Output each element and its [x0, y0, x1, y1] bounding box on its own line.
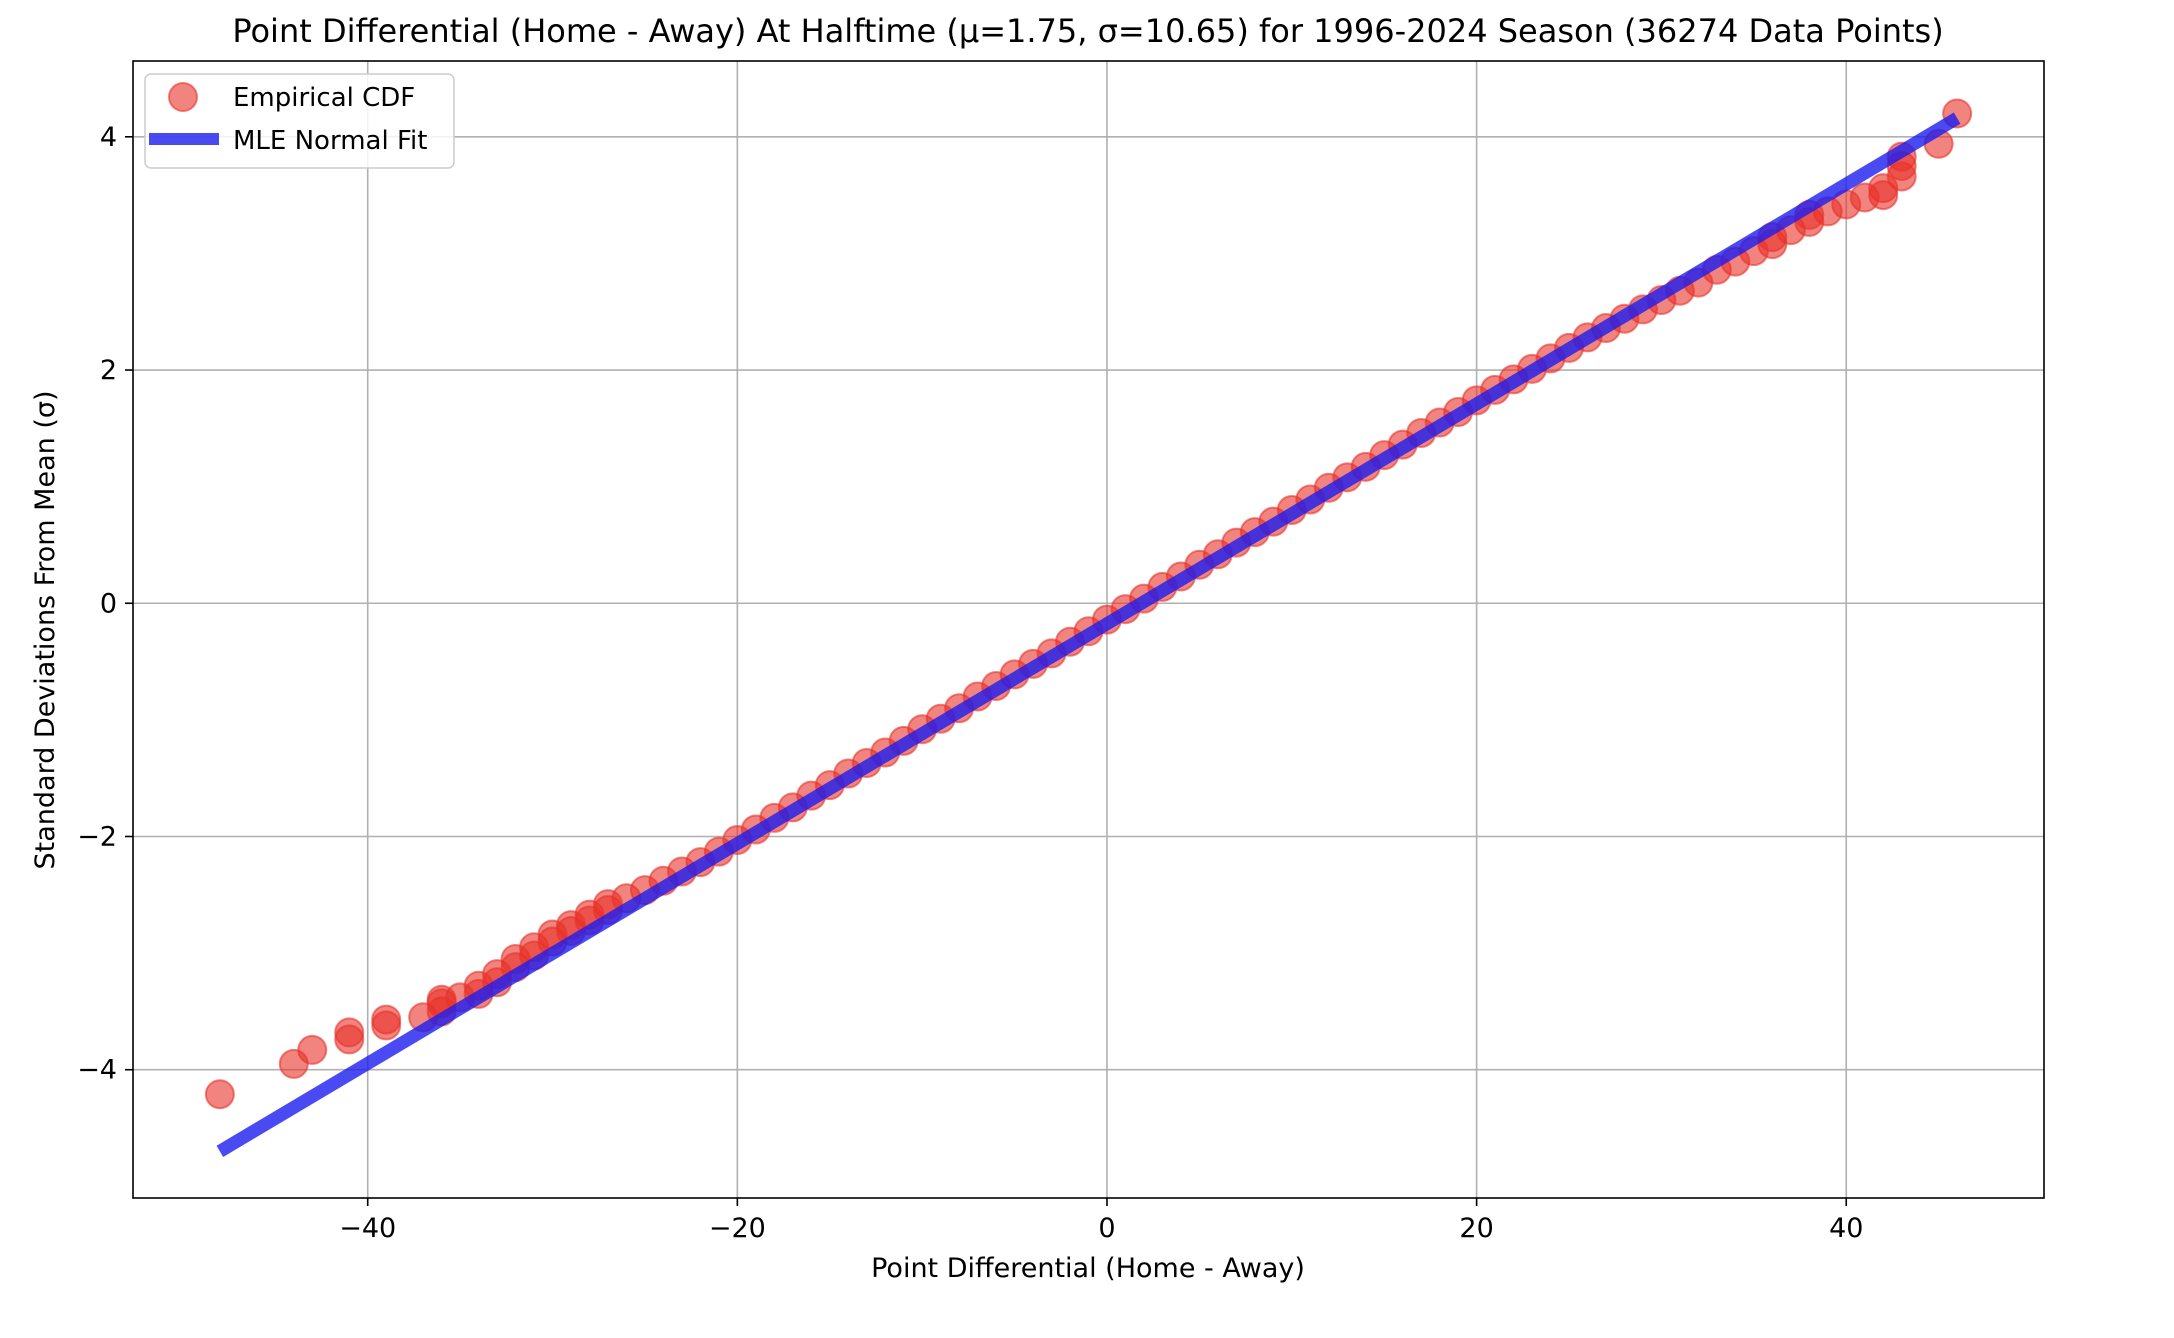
mle-normal-fit-line — [216, 112, 1961, 1157]
x-tick-label: −20 — [709, 1213, 766, 1244]
x-tick-label: 0 — [1098, 1213, 1115, 1244]
legend: Empirical CDF MLE Normal Fit — [144, 73, 455, 169]
x-axis-ticks: −40 −20 0 20 40 — [339, 1198, 1863, 1244]
fit-line-series — [216, 112, 1961, 1157]
legend-scatter-marker — [168, 82, 198, 112]
y-tick-label: −4 — [77, 1055, 117, 1086]
plot-frame — [132, 60, 2045, 1199]
legend-label-empirical-cdf: Empirical CDF — [233, 83, 415, 113]
y-tick-label: 0 — [100, 588, 117, 619]
chart-title: Point Differential (Home - Away) At Half… — [232, 12, 1943, 50]
y-tick-label: 2 — [100, 355, 117, 386]
y-axis-label: Standard Deviations From Mean (σ) — [30, 390, 61, 869]
scatter-point — [204, 1079, 235, 1110]
scatter-point — [371, 1004, 402, 1035]
legend-label-mle-normal-fit: MLE Normal Fit — [233, 126, 427, 156]
legend-box — [144, 73, 455, 169]
x-tick-label: −40 — [339, 1213, 396, 1244]
x-tick-label: 20 — [1459, 1213, 1493, 1244]
scatter-point — [297, 1034, 328, 1065]
y-tick-label: −2 — [77, 821, 117, 852]
y-axis-ticks: −4 −2 0 2 4 — [77, 122, 133, 1086]
x-tick-label: 40 — [1829, 1213, 1863, 1244]
x-axis-label: Point Differential (Home - Away) — [871, 1253, 1305, 1284]
y-tick-label: 4 — [100, 122, 117, 153]
scatter-point — [334, 1017, 365, 1048]
